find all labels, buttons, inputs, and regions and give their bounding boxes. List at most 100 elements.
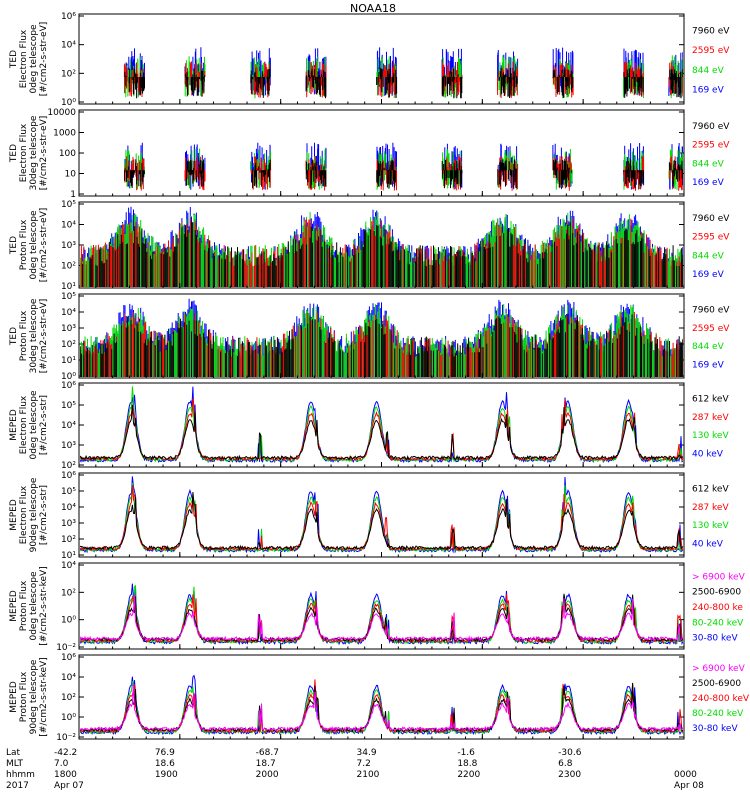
- x-tick-label: -30.6: [558, 748, 582, 758]
- x-tick-label: 0000: [674, 770, 697, 780]
- y-axis-label-line: 30deg telescope: [29, 115, 39, 190]
- y-tick-label: 10⁴: [61, 41, 76, 51]
- y-axis-label-line: [#/cm2-s-str-eV]: [39, 116, 49, 191]
- legend-entry: 612 keV: [692, 485, 729, 495]
- panel-8: 10⁻² 10⁰ 10² 10⁴ 10⁶ MEPED Proton Flux 90deg te…: [9, 653, 750, 743]
- y-axis-label-line: [#/cm2-s-str]: [39, 395, 49, 455]
- x-axis-row-label: MLT: [6, 759, 24, 769]
- legend-entry: 844 eV: [692, 342, 725, 352]
- y-axis-label-line: Electron Flux: [19, 485, 29, 544]
- x-tick-label: 18.7: [256, 759, 276, 769]
- y-tick-label: 1: [70, 190, 76, 200]
- legend-entry: 169 eV: [692, 270, 725, 280]
- x-tick-label: 2300: [558, 770, 581, 780]
- y-tick-label: 10⁴: [61, 561, 76, 571]
- x-tick-label: -1.6: [457, 748, 475, 758]
- panel-frame: [78, 654, 685, 740]
- series-group: [124, 142, 683, 191]
- y-tick-label: 10¹: [61, 551, 76, 561]
- y-tick-label: 10⁰: [61, 616, 76, 626]
- y-tick-label: 10²: [61, 262, 76, 272]
- y-axis-label-line: Proton Flux: [19, 310, 29, 361]
- y-tick-label: 10⁶: [61, 471, 76, 481]
- panel-2: 1 10 100 1000 10000 TED Electron Flux 30deg tel…: [9, 108, 730, 200]
- series-trace: [80, 313, 683, 377]
- legend-entry: 2595 eV: [692, 141, 730, 151]
- y-tick-label: 10¹: [61, 356, 76, 366]
- y-axis-label-line: [#/cm2-s-str-keV]: [39, 566, 49, 645]
- y-axis-label-line: MEPED: [9, 409, 19, 441]
- x-axis-row-label: Lat: [6, 748, 21, 758]
- legend-entry: 7960 eV: [692, 122, 730, 132]
- series-trace: [124, 67, 683, 99]
- y-axis-label-line: [#/cm2-s-str-eV]: [39, 299, 49, 374]
- y-tick-label: 10⁴: [61, 673, 76, 683]
- y-tick-label: 10⁵: [61, 292, 76, 302]
- x-tick-label: 18.8: [457, 759, 477, 769]
- x-tick-label: 1900: [155, 770, 178, 780]
- legend-entry: 2500-6900: [692, 588, 741, 598]
- x-tick-label: 7.0: [54, 759, 69, 769]
- y-tick-label: 10⁶: [61, 653, 76, 663]
- y-axis-label-line: Proton Flux: [19, 671, 29, 722]
- y-axis-label-line: 0deg telescope: [29, 390, 39, 460]
- y-axis-label-line: TED: [9, 50, 19, 69]
- legend-entry: 612 keV: [692, 395, 729, 405]
- legend-entry: > 6900 keV: [692, 664, 746, 674]
- legend-entry: 7960 eV: [692, 27, 730, 37]
- y-tick-label: 10⁻²: [56, 643, 76, 653]
- y-axis-label-line: MEPED: [9, 590, 19, 622]
- y-tick-label: 10¹: [61, 282, 76, 292]
- legend-entry: 169 eV: [692, 360, 725, 370]
- y-axis-label-line: MEPED: [9, 499, 19, 531]
- legend-entry: 844 eV: [692, 66, 725, 76]
- y-tick-label: 10²: [61, 588, 76, 598]
- legend-entry: 80-240 keV: [692, 709, 744, 719]
- y-tick-label: 10²: [61, 69, 76, 79]
- legend-entry: 240-800 keV: [692, 694, 750, 704]
- legend-entry: 40 keV: [692, 539, 724, 549]
- y-axis-label-line: 0deg telescope: [29, 24, 39, 94]
- legend-entry: > 6900 keV: [692, 572, 746, 582]
- y-tick-label: 10³: [61, 241, 76, 251]
- series-group: [80, 674, 683, 736]
- series-trace: [82, 222, 683, 287]
- y-axis-label-line: MEPED: [9, 681, 19, 713]
- y-tick-label: 10²: [61, 693, 76, 703]
- y-tick-label: 10³: [61, 519, 76, 529]
- y-tick-label: 10²: [61, 535, 76, 545]
- legend-entry: 287 keV: [692, 413, 729, 423]
- x-tick-label: 34.9: [357, 748, 377, 758]
- series-trace: [80, 594, 683, 643]
- y-axis-label-line: TED: [9, 236, 19, 255]
- y-tick-label: 10³: [61, 324, 76, 334]
- y-axis-label-line: 30deg telescope: [29, 298, 39, 373]
- x-tick-label: 18.6: [155, 759, 175, 769]
- x-tick-label: Apr 08: [674, 781, 704, 791]
- legend-entry: 2595 eV: [692, 233, 730, 243]
- x-tick-label: 7.2: [357, 759, 371, 769]
- y-axis-label-line: 0deg telescope: [29, 210, 39, 280]
- y-axis-label-line: [#/cm2-s-str-eV]: [39, 22, 49, 97]
- series-group: [80, 476, 683, 554]
- series-trace: [80, 682, 683, 733]
- legend-entry: 80-240 keV: [692, 618, 744, 628]
- legend-entry: 2500-6900: [692, 679, 741, 689]
- panel-1: 10⁰ 10² 10⁴ 10⁶ TED Electron Flux 0deg telesco…: [9, 12, 730, 108]
- legend-entry: 287 keV: [692, 503, 729, 513]
- series-group: [80, 206, 683, 287]
- series-group: [80, 298, 683, 377]
- y-tick-label: 10⁻²: [56, 733, 76, 743]
- y-tick-label: 10⁰: [61, 372, 76, 382]
- x-tick-label: 1800: [54, 770, 77, 780]
- legend-entry: 844 eV: [692, 251, 725, 261]
- panel-frame: [78, 562, 685, 650]
- y-tick-label: 10⁵: [61, 487, 76, 497]
- y-tick-label: 10⁵: [61, 401, 76, 411]
- y-tick-label: 10: [65, 170, 77, 180]
- y-tick-label: 1000: [53, 129, 76, 139]
- y-tick-label: 10000: [47, 108, 76, 118]
- x-tick-label: 2200: [457, 770, 480, 780]
- series-group: [80, 583, 683, 646]
